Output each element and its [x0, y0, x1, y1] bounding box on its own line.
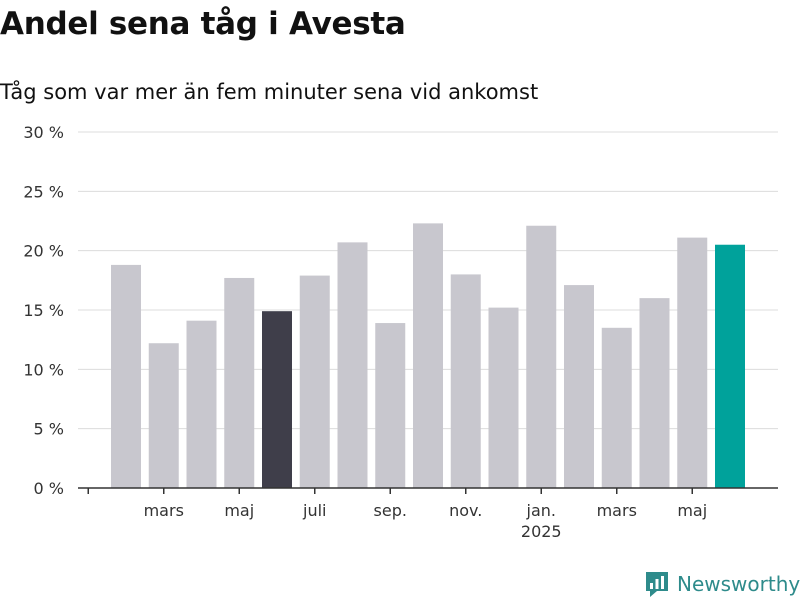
bar [337, 242, 368, 488]
bar [148, 343, 179, 488]
brand-logo: Newsworthy [644, 570, 800, 598]
brand-name: Newsworthy [677, 572, 800, 596]
newsworthy-logo-icon [646, 572, 668, 597]
bar [639, 298, 670, 488]
x-tick-label: juli [302, 501, 326, 520]
y-tick-label: 20 % [23, 242, 64, 261]
x-tick-label: sep. [374, 501, 407, 520]
y-tick-label: 15 % [23, 301, 64, 320]
bar [488, 307, 519, 488]
y-tick-label: 10 % [23, 360, 64, 379]
x-tick-label: maj [677, 501, 707, 520]
x-tick-label: nov. [449, 501, 482, 520]
bar [677, 237, 708, 488]
y-tick-label: 0 % [34, 479, 64, 498]
bars [111, 223, 745, 488]
bar [526, 225, 557, 488]
y-axis-ticks: 0 % 5 % 10 % 15 % 20 % 25 % 30 % [23, 123, 64, 498]
bar [299, 275, 330, 488]
bar [375, 323, 406, 488]
bar [715, 244, 745, 488]
bar [224, 277, 255, 488]
bar [564, 285, 594, 488]
y-tick-label: 5 % [34, 420, 64, 439]
bar [111, 264, 141, 488]
chart-title: Andel sena tåg i Avesta [0, 6, 406, 42]
x-axis: mars maj juli sep. nov. jan. 2025 mars maj [78, 487, 778, 541]
bar [413, 223, 443, 488]
x-tick-label: mars [144, 501, 184, 520]
x-tick-label: mars [597, 501, 637, 520]
y-tick-label: 25 % [23, 182, 64, 201]
chart-subtitle: Tåg som var mer än fem minuter sena vid … [0, 80, 539, 104]
bar [450, 274, 481, 488]
y-tick-label: 30 % [23, 123, 64, 142]
x-tick-label: maj [224, 501, 254, 520]
bar [262, 311, 292, 488]
x-tick-label: jan. [526, 501, 556, 520]
x-tick-sublabel: 2025 [521, 522, 562, 541]
bar [601, 327, 632, 488]
bar [186, 320, 217, 488]
